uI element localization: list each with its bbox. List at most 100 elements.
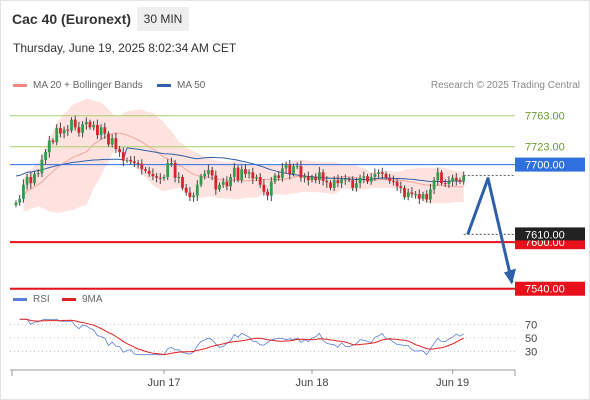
candle-body [136, 163, 140, 165]
candle-body [192, 195, 195, 198]
candle-body [73, 119, 77, 128]
candle-body [203, 173, 207, 177]
candle-body [366, 176, 369, 182]
x-label-Jun 17: Jun 17 [147, 377, 180, 389]
level-tag-7700.00 [515, 157, 585, 172]
legend-ma50-swatch [157, 84, 171, 87]
research-credit: Research © 2025 Trading Central [430, 80, 580, 91]
candle-body [277, 175, 281, 178]
candle-body [295, 166, 299, 168]
candle-body [110, 138, 114, 145]
legend-9ma-label: 9MA [82, 294, 103, 305]
candle-body [47, 140, 51, 153]
candle-body [432, 180, 436, 190]
candle-body [155, 176, 158, 178]
candle-body [262, 184, 266, 192]
candle-body [447, 181, 451, 184]
legend-ma20-label: MA 20 + Bollinger Bands [33, 80, 143, 91]
candle-body [125, 159, 129, 161]
candle-body [151, 173, 155, 177]
candle-body [184, 187, 188, 193]
chart-datetime: Thursday, June 19, 2025 8:02:34 AM CET [13, 41, 237, 55]
legend-rsi: RSI [13, 294, 50, 305]
candle-body [325, 180, 329, 183]
x-label-Jun 19: Jun 19 [436, 377, 469, 389]
candle-body [59, 128, 62, 134]
candle-body [207, 170, 210, 174]
candle-body [229, 177, 232, 187]
candle-body [462, 175, 466, 182]
candle-body [84, 121, 88, 125]
candle-body [177, 177, 181, 178]
candle-body [14, 202, 18, 205]
candle-body [99, 127, 103, 136]
candle-body [458, 180, 462, 182]
candle-body [436, 172, 440, 181]
legend-9ma: 9MA [62, 294, 103, 305]
candle-body [195, 184, 199, 196]
candle-body [44, 152, 47, 160]
candle-body [388, 177, 392, 181]
candle-body [221, 181, 225, 185]
forecast-arrow [466, 177, 514, 283]
forecast-arrow-head [504, 268, 516, 285]
candle-body [129, 159, 133, 162]
candle-body [62, 129, 66, 134]
candle-body [336, 180, 340, 184]
legend-rsi-label: RSI [33, 294, 50, 305]
candle-body [288, 164, 292, 174]
last-price-tag [515, 227, 585, 241]
level-label-7540.00: 7540.00 [525, 284, 565, 296]
candle-body [88, 121, 92, 128]
candle-body [395, 181, 399, 187]
candle-body [81, 124, 84, 133]
candle-body [199, 176, 203, 185]
candle-body [351, 180, 355, 188]
candle-body [181, 177, 184, 188]
candle-body [454, 177, 458, 181]
rsi-tick-70: 70 [525, 320, 537, 332]
timeframe-badge[interactable]: 30 MIN [137, 7, 189, 31]
candle-body [51, 140, 55, 143]
candle-body [70, 119, 73, 131]
candle-body [144, 169, 147, 171]
candle-body [292, 166, 295, 174]
candle-body [266, 191, 269, 196]
candle-body [421, 194, 425, 199]
candle-body [240, 169, 244, 181]
candle-body [369, 177, 373, 182]
candle-body [384, 173, 388, 178]
rsi-tick-30: 30 [525, 346, 537, 358]
candle-body [107, 133, 110, 145]
candle-body [373, 173, 377, 177]
candle-body [343, 179, 347, 181]
candle-body [306, 176, 310, 181]
legend-9ma-swatch [62, 298, 76, 301]
candle-body [158, 177, 162, 179]
candle-body [33, 173, 36, 184]
candle-body [133, 161, 136, 164]
candle-body [273, 175, 277, 182]
candle-body [355, 183, 358, 188]
candle-body [114, 138, 118, 150]
candle-body [121, 152, 125, 161]
legend-ma50-label: MA 50 [177, 80, 206, 91]
candle-body [92, 125, 96, 128]
legend-ma20: MA 20 + Bollinger Bands [13, 80, 143, 91]
candle-body [299, 166, 303, 178]
candle-body [96, 125, 99, 136]
candle-body [118, 149, 121, 153]
candle-body [29, 177, 33, 184]
level-label-7763.00: 7763.00 [525, 111, 565, 123]
candle-body [140, 163, 144, 170]
level-label-7700.00: 7700.00 [525, 160, 565, 172]
candle-body [210, 170, 214, 176]
candle-body [232, 167, 236, 177]
candle-body [377, 172, 380, 174]
candle-body [358, 177, 362, 184]
level-tag-7540.00 [515, 281, 585, 296]
candle-body [406, 192, 410, 198]
candle-body [173, 163, 177, 178]
candle-body [347, 179, 351, 181]
